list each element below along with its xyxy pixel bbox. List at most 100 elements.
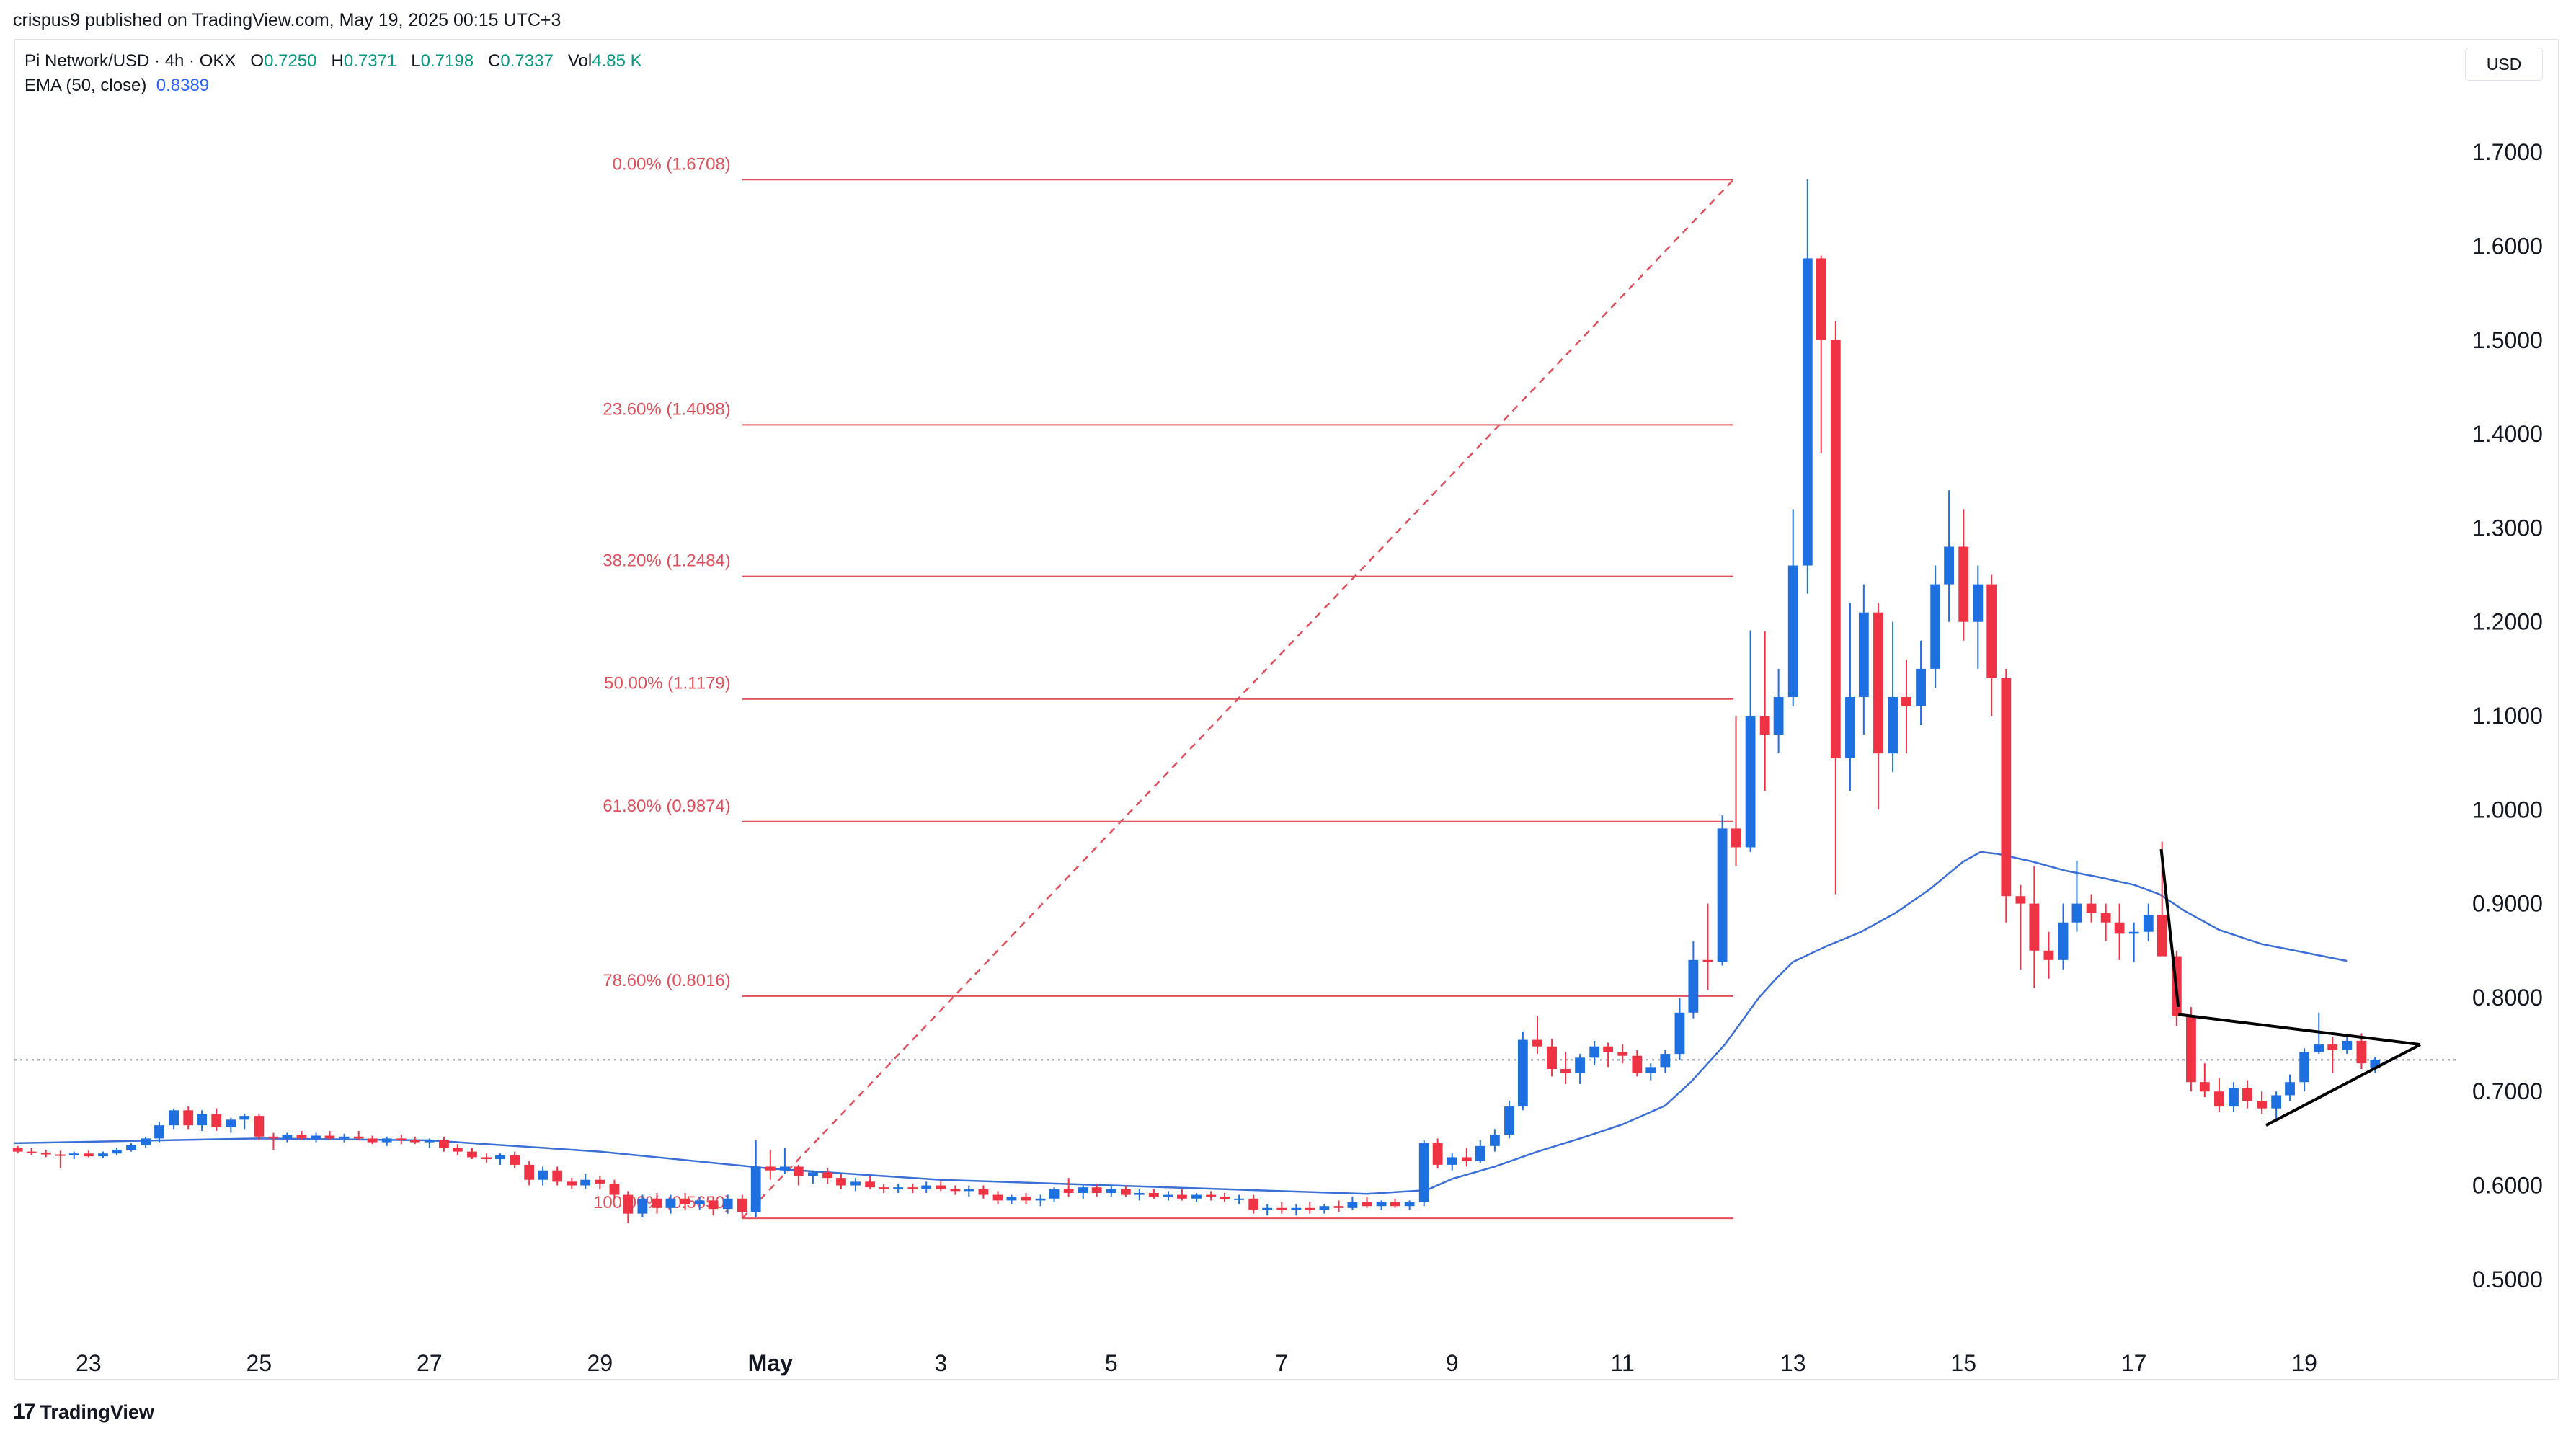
ema-label: EMA (50, close): [25, 76, 147, 95]
candle-body: [1930, 584, 1941, 669]
candle-body: [964, 1189, 974, 1192]
candle-body: [324, 1135, 335, 1139]
y-axis-tick-label: 1.7000: [2472, 139, 2543, 165]
candle-body: [1035, 1198, 1046, 1201]
candle-body: [921, 1185, 932, 1189]
fib-level-label: 50.00% (1.1179): [604, 674, 731, 693]
candle-body: [1461, 1157, 1472, 1161]
chart-pane[interactable]: [14, 39, 2559, 1380]
candle-body: [2043, 950, 2054, 960]
y-axis-tick-label: 1.3000: [2472, 515, 2543, 541]
y-axis-tick-label: 1.5000: [2472, 327, 2543, 353]
candle-body: [2356, 1040, 2367, 1064]
candle-body: [567, 1181, 577, 1186]
pattern-upper-trendline: [2177, 1013, 2421, 1047]
candle-body: [737, 1198, 747, 1212]
candle-body: [1390, 1202, 1400, 1207]
fib-level-label: 23.60% (1.4098): [603, 399, 730, 419]
high-label: H: [331, 51, 344, 71]
candle-body: [2029, 903, 2040, 951]
candle-body: [836, 1178, 846, 1186]
candle-body: [1873, 612, 1883, 754]
candle-body: [2058, 922, 2069, 960]
candle-body: [2242, 1088, 2252, 1101]
x-axis-tick-label: 25: [247, 1350, 272, 1376]
tradingview-logo-text: TradingView: [40, 1401, 154, 1423]
candle-body: [1248, 1198, 1259, 1210]
candle-body: [211, 1114, 222, 1127]
candle-body: [1063, 1189, 1074, 1193]
y-axis-tick-label: 0.7000: [2472, 1078, 2543, 1104]
candle-body: [2199, 1082, 2210, 1092]
currency-selector-button[interactable]: USD: [2465, 48, 2543, 81]
candle-body: [637, 1198, 648, 1214]
candle-body: [154, 1125, 164, 1139]
ema-line: [14, 851, 2348, 1195]
candle-body: [1418, 1143, 1429, 1202]
candle-body: [12, 1148, 23, 1152]
chart-legend: Pi Network/USD · 4h · OKX O0.7250 H0.737…: [25, 49, 642, 98]
candle-body: [1305, 1207, 1315, 1210]
candle-body: [1517, 1039, 1528, 1107]
candle-body: [2100, 913, 2111, 923]
tradingview-logo[interactable]: 17 TradingView: [13, 1400, 154, 1424]
candle-body: [1475, 1145, 1485, 1161]
candle-body: [2271, 1095, 2282, 1109]
candle-body: [1532, 1039, 1542, 1047]
candle-body: [1617, 1052, 1628, 1056]
candle-body: [893, 1187, 904, 1189]
candle-body: [1006, 1197, 1017, 1201]
low-label: L: [411, 51, 421, 71]
candle-body: [1091, 1187, 1102, 1193]
candle-body: [1177, 1194, 1187, 1199]
candle-body: [2257, 1101, 2267, 1109]
volume-label: Vol: [567, 51, 592, 71]
candle-body: [1120, 1189, 1131, 1195]
candle-body: [2327, 1044, 2338, 1050]
candle-body: [353, 1136, 364, 1139]
candle-body: [1702, 959, 1713, 962]
candle-body: [665, 1198, 676, 1208]
x-axis-tick-label: 17: [2121, 1350, 2147, 1376]
candle-body: [609, 1183, 620, 1195]
candle-body: [311, 1135, 321, 1139]
y-axis-tick-label: 0.5000: [2472, 1266, 2543, 1292]
candle-body: [1773, 696, 1784, 735]
candle-body: [1148, 1192, 1159, 1197]
candle-body: [83, 1153, 94, 1157]
candle-body: [98, 1153, 108, 1157]
candle-body: [907, 1187, 918, 1189]
candle-body: [2086, 903, 2097, 913]
fib-level-label: 78.60% (0.8016): [603, 971, 730, 990]
candle-body: [510, 1155, 520, 1165]
symbol-label: Pi Network/USD · 4h · OKX: [25, 51, 236, 71]
y-axis-tick-label: 0.8000: [2472, 985, 2543, 1011]
y-axis-tick-label: 0.9000: [2472, 891, 2543, 917]
volume-value: 4.85 K: [592, 51, 642, 71]
candle-body: [1220, 1197, 1230, 1200]
x-axis-tick-label: 9: [1446, 1350, 1459, 1376]
x-axis-tick-label: 3: [934, 1350, 947, 1376]
candle-body: [2071, 903, 2082, 923]
candle-body: [1973, 584, 1984, 622]
candle-body: [1049, 1189, 1060, 1199]
candle-body: [722, 1198, 733, 1210]
candle-body: [1163, 1194, 1173, 1197]
close-value: 0.7337: [500, 51, 554, 71]
candle-body: [495, 1155, 505, 1160]
candle-body: [1489, 1135, 1500, 1146]
x-axis-tick-label: 13: [1780, 1350, 1806, 1376]
candle-body: [1901, 696, 1911, 706]
candle-body: [1134, 1192, 1145, 1195]
candle-body: [1362, 1202, 1372, 1207]
candle-body: [950, 1189, 961, 1192]
candle-body: [694, 1200, 705, 1204]
candle-body: [1447, 1157, 1457, 1165]
candle-body: [452, 1148, 463, 1152]
candle-body: [1333, 1206, 1344, 1208]
candle-body: [339, 1136, 350, 1139]
currency-label: USD: [2486, 54, 2522, 74]
candle-body: [1262, 1207, 1273, 1210]
candle-body: [1106, 1189, 1116, 1193]
